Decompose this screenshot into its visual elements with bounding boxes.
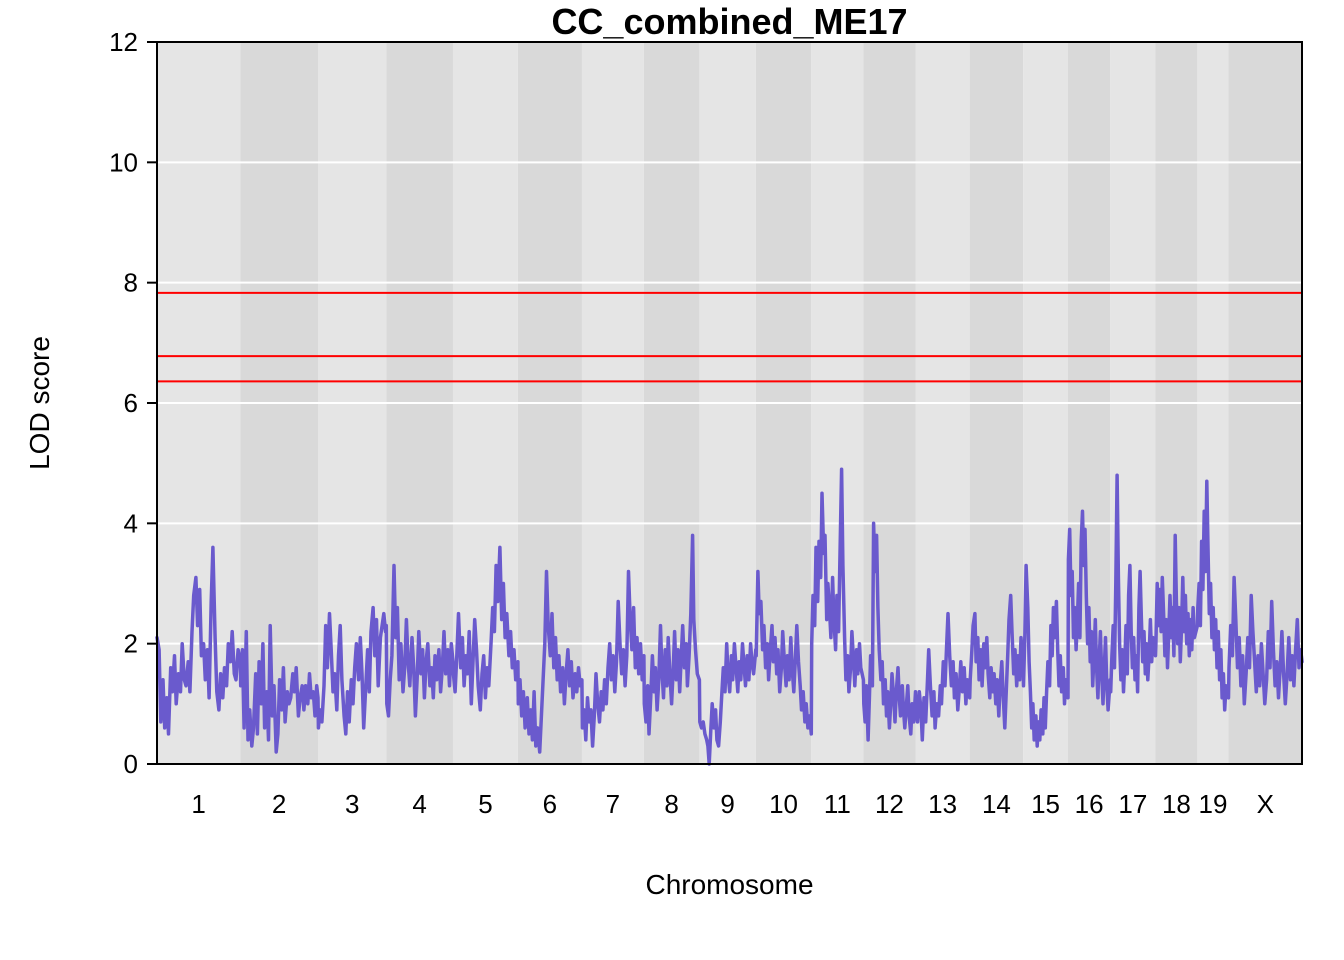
x-tick-label-15: 15 [1031, 789, 1060, 819]
x-tick-label-3: 3 [345, 789, 359, 819]
x-tick-label-19: 19 [1198, 789, 1227, 819]
y-axis-label: LOD score [24, 336, 55, 470]
x-tick-label-4: 4 [412, 789, 426, 819]
x-tick-label-9: 9 [720, 789, 734, 819]
significance-thresholds [157, 291, 1302, 383]
x-tick-label-8: 8 [664, 789, 678, 819]
x-tick-label-1: 1 [191, 789, 205, 819]
x-tick-label-17: 17 [1118, 789, 1147, 819]
y-tick-label-2: 2 [124, 629, 138, 659]
y-tick-label-12: 12 [109, 27, 138, 57]
y-tick-label-4: 4 [124, 508, 138, 538]
y-tick-label-6: 6 [124, 388, 138, 418]
lod-series-line-1 [155, 467, 1304, 766]
x-tick-label-16: 16 [1075, 789, 1104, 819]
x-tick-label-12: 12 [875, 789, 904, 819]
x-tick-label-14: 14 [982, 789, 1011, 819]
y-tick-label-8: 8 [124, 268, 138, 298]
x-axis: 1 2 3 4 5 6 7 8 9 10 11 12 13 14 15 16 17 18 19 X [191, 789, 1274, 819]
y-axis: 0 2 4 6 8 10 12 [109, 27, 158, 779]
x-tick-label-6: 6 [543, 789, 557, 819]
x-tick-label-18: 18 [1162, 789, 1191, 819]
y-tick-label-0: 0 [124, 749, 138, 779]
y-tick-label-10: 10 [109, 147, 138, 177]
x-tick-label-13: 13 [928, 789, 957, 819]
chart-title: CC_combined_ME17 [551, 1, 907, 42]
x-tick-label-11: 11 [824, 789, 851, 819]
x-tick-label-2: 2 [272, 789, 286, 819]
y-gridlines [157, 161, 1302, 645]
x-tick-label-5: 5 [478, 789, 492, 819]
x-tick-label-7: 7 [606, 789, 620, 819]
x-tick-label-X: X [1257, 789, 1274, 819]
x-axis-label: Chromosome [645, 869, 813, 900]
x-tick-label-10: 10 [769, 789, 798, 819]
lod-curve [155, 467, 1304, 766]
